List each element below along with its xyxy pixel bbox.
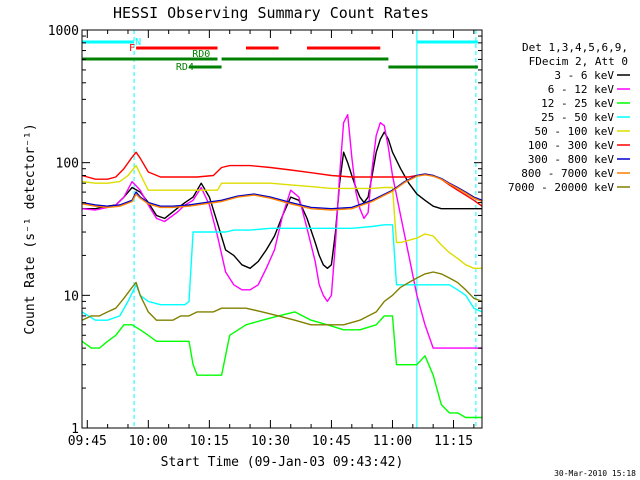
series-line-12-25-kev (81, 311, 482, 419)
footer-timestamp: 30-Mar-2010 15:18 (554, 469, 636, 478)
y-tick-label: 100 (56, 157, 79, 172)
series-line-50-100-kev (81, 164, 482, 269)
x-tick-label: 11:15 (434, 434, 473, 449)
legend-header-1: Det 1,3,4,5,6,9, (522, 41, 628, 54)
legend-entry-50-100-kev: 50 - 100 keV (535, 125, 615, 138)
legend-entry-7000-20000-kev: 7000 - 20000 keV (508, 181, 614, 194)
series-line-6-12-kev (81, 113, 482, 349)
plot-area: NF RD0 RD4 (81, 30, 483, 428)
legend-header-2: FDecim 2, Att 0 (529, 55, 628, 68)
legend-entry-25-50-kev: 25 - 50 keV (541, 111, 614, 124)
x-tick-label: 09:45 (68, 434, 107, 449)
y-axis-label: Count Rate (s⁻¹ detector⁻¹) (23, 123, 38, 334)
chart-title: HESSI Observing Summary Count Rates (113, 4, 429, 22)
series-line-25-50-kev (81, 224, 483, 321)
state-bar-label-n: N (135, 37, 141, 48)
x-axis: 09:45 10:00 10:15 10:30 10:45 11:00 11:15 (68, 30, 475, 449)
x-tick-label: 11:00 (373, 434, 412, 449)
series-line-3-6-kev (82, 131, 482, 269)
x-tick-label: 10:00 (129, 434, 168, 449)
x-axis-label: Start Time (09-Jan-03 09:43:42) (161, 455, 404, 470)
legend: Det 1,3,4,5,6,9,FDecim 2, Att 03 - 6 keV… (508, 41, 630, 194)
series-line-300-800-kev (81, 173, 483, 210)
series-line-800-7000-kev (81, 174, 483, 211)
y-tick-label: 1000 (48, 24, 79, 39)
x-tick-label: 10:30 (251, 434, 290, 449)
y-tick-label: 1 (71, 422, 79, 437)
legend-entry-12-25-kev: 12 - 25 keV (541, 97, 614, 110)
legend-entry-100-300-kev: 100 - 300 keV (528, 139, 614, 152)
legend-entry-3-6-kev: 3 - 6 keV (554, 69, 614, 82)
legend-entry-6-12-kev: 6 - 12 keV (548, 83, 615, 96)
state-bar-label-f: F (129, 43, 135, 54)
y-tick-label: 10 (63, 289, 79, 304)
x-tick-label: 10:45 (312, 434, 351, 449)
plot-frame (81, 29, 483, 429)
state-bar-label-rd0: RD0 (192, 49, 210, 60)
legend-entry-800-7000-kev: 800 - 7000 keV (521, 167, 614, 180)
state-bar-label-rd4: RD4 (176, 62, 194, 73)
y-axis: 1 10 100 1000 (48, 24, 482, 437)
x-tick-label: 10:15 (190, 434, 229, 449)
legend-entry-300-800-kev: 300 - 800 keV (528, 153, 614, 166)
series-line-7000-20000-kev (81, 271, 483, 326)
